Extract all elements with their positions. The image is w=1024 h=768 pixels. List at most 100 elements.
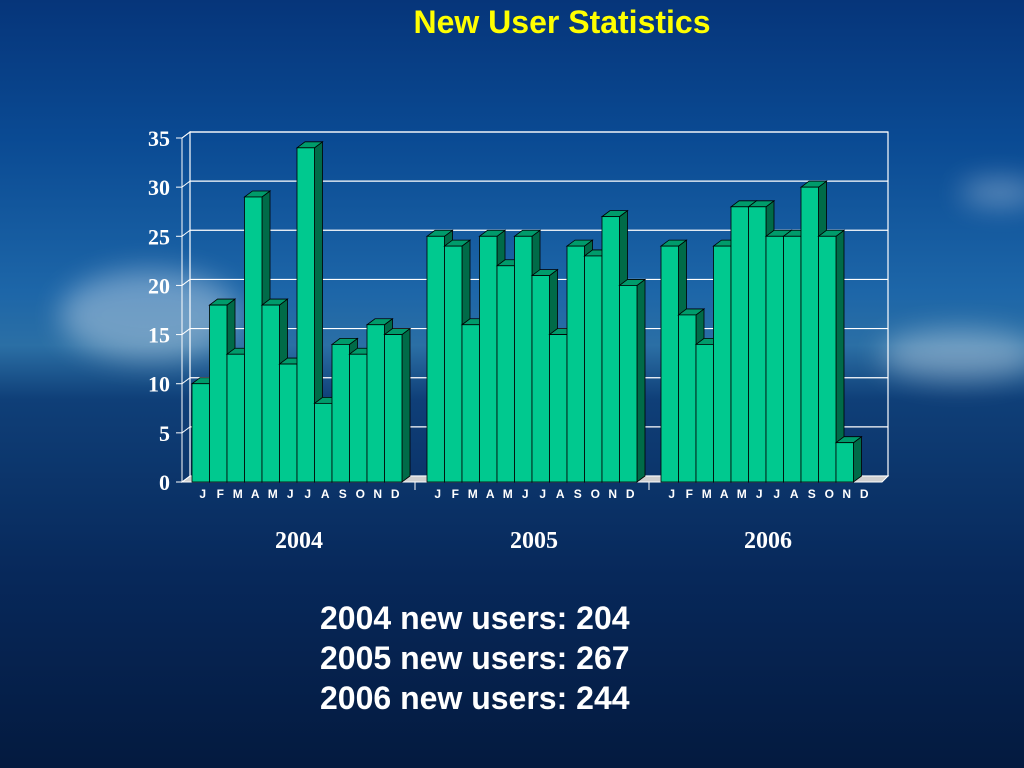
x-tick-label: M <box>503 487 513 501</box>
x-tick-label: J <box>756 487 763 501</box>
total-2004: 2004 new users: 204 <box>320 600 630 636</box>
bar <box>296 147 315 483</box>
bar <box>713 245 732 483</box>
x-tick-label: J <box>434 487 441 501</box>
x-tick-label: J <box>522 487 529 501</box>
bar <box>678 314 697 483</box>
bar-side <box>401 327 411 483</box>
y-tick-label: 30 <box>148 175 170 200</box>
y-tick-label: 5 <box>159 421 170 446</box>
gridline-depth <box>181 279 191 286</box>
bar <box>349 353 368 483</box>
x-tick-label: A <box>720 487 729 501</box>
bar <box>835 442 854 483</box>
x-tick-label: M <box>468 487 478 501</box>
y-tick-label: 25 <box>148 224 170 249</box>
bar <box>800 186 819 483</box>
gridline-depth <box>181 131 191 139</box>
bar <box>244 196 263 483</box>
x-tick-label: D <box>391 487 400 501</box>
group-label: 2004 <box>275 528 323 554</box>
x-tick-label: S <box>574 487 582 501</box>
x-tick-label: N <box>373 487 382 501</box>
gridline-depth <box>181 229 191 237</box>
total-2006: 2006 new users: 244 <box>320 680 630 716</box>
y-tick-label: 20 <box>148 273 170 298</box>
bar <box>566 245 585 483</box>
background-cloud <box>880 330 1024 380</box>
gridline-depth <box>181 426 191 434</box>
gridline-depth <box>181 328 191 335</box>
bar <box>619 285 638 483</box>
x-tick-label: J <box>773 487 780 501</box>
y-tick-label: 0 <box>159 470 170 495</box>
bar <box>366 324 385 483</box>
x-tick-label: N <box>842 487 851 501</box>
bar <box>695 343 714 483</box>
bar <box>748 206 767 483</box>
bar-side <box>636 278 646 483</box>
x-tick-label: A <box>251 487 260 501</box>
bar <box>209 304 228 483</box>
background-cloud <box>960 180 1024 205</box>
x-tick-label: J <box>304 487 311 501</box>
x-tick-label: N <box>608 487 617 501</box>
bar <box>730 206 749 483</box>
x-tick-label: F <box>217 487 224 501</box>
x-tick-label: S <box>339 487 347 501</box>
bar <box>496 265 515 483</box>
bar <box>461 324 480 483</box>
bar <box>226 353 245 483</box>
x-tick-label: J <box>287 487 294 501</box>
x-tick-label: O <box>591 487 600 501</box>
bar <box>444 245 463 483</box>
x-tick-label: O <box>825 487 834 501</box>
x-tick-label: M <box>233 487 243 501</box>
x-tick-label: O <box>356 487 365 501</box>
bar <box>531 275 550 483</box>
bar <box>479 235 498 483</box>
chart-title: New User Statistics <box>413 4 711 40</box>
x-tick-label: A <box>321 487 330 501</box>
totals-block: 2004 new users: 204 2005 new users: 267 … <box>320 598 630 718</box>
y-tick-label: 15 <box>148 323 170 348</box>
x-tick-label: M <box>737 487 747 501</box>
chart-title-container: New User Statistics <box>0 4 1024 41</box>
bar <box>765 235 784 483</box>
group-label: 2005 <box>510 528 558 554</box>
bar <box>584 255 603 483</box>
group-label: 2006 <box>744 528 792 554</box>
x-tick-label: F <box>452 487 459 501</box>
bar <box>549 334 568 483</box>
bar <box>818 235 837 483</box>
x-tick-label: M <box>702 487 712 501</box>
total-2005: 2005 new users: 267 <box>320 640 630 676</box>
x-tick-label: J <box>539 487 546 501</box>
bar-side <box>853 435 862 483</box>
x-tick-label: S <box>808 487 816 501</box>
x-tick-label: F <box>686 487 693 501</box>
bar <box>426 235 445 483</box>
bar <box>660 245 679 483</box>
bar <box>191 383 210 483</box>
bar <box>783 235 802 483</box>
bar <box>261 304 280 483</box>
bar <box>601 216 620 483</box>
x-tick-label: D <box>626 487 635 501</box>
x-tick-label: M <box>268 487 278 501</box>
y-tick-label: 10 <box>148 372 170 397</box>
x-tick-label: A <box>790 487 799 501</box>
bar <box>314 402 333 483</box>
x-tick-label: A <box>556 487 565 501</box>
gridline-depth <box>181 180 191 188</box>
bar <box>514 235 533 483</box>
x-tick-label: J <box>668 487 675 501</box>
x-tick-label: J <box>199 487 206 501</box>
x-tick-label: D <box>860 487 869 501</box>
bar <box>384 334 403 483</box>
bar <box>279 363 298 483</box>
y-tick-label: 35 <box>148 126 170 151</box>
bar <box>331 343 350 483</box>
gridline-depth <box>181 377 191 385</box>
